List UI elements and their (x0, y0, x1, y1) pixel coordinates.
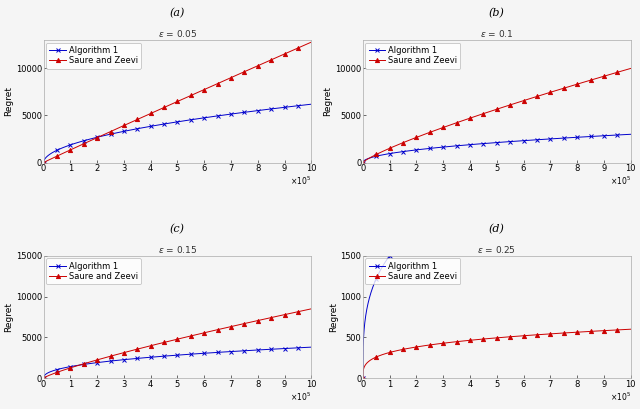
Algorithm 1 (489, 140, 497, 145)
Algorithm 1 (40, 160, 47, 165)
Line: Saure and Zeevi: Saure and Zeevi (42, 40, 314, 164)
Algorithm 1 (627, 131, 634, 136)
Algorithm 1 (170, 120, 177, 125)
Saure and Zeevi (619, 327, 627, 332)
Algorithm 1 (627, 132, 634, 137)
Algorithm 1 (40, 375, 47, 380)
Algorithm 1 (300, 345, 307, 350)
Algorithm 1 (372, 276, 380, 281)
Line: Saure and Zeevi: Saure and Zeevi (42, 307, 314, 380)
Saure and Zeevi (163, 104, 170, 109)
Line: Saure and Zeevi: Saure and Zeevi (361, 66, 633, 164)
Text: $\times 10^5$: $\times 10^5$ (609, 390, 630, 403)
Text: $\times 10^5$: $\times 10^5$ (609, 175, 630, 187)
Saure and Zeevi (307, 306, 315, 311)
Y-axis label: Regret: Regret (323, 86, 332, 117)
Title: $\varepsilon$ = 0.15: $\varepsilon$ = 0.15 (157, 244, 197, 255)
Saure and Zeevi (53, 370, 61, 375)
Algorithm 1 (482, 182, 490, 187)
Saure and Zeevi (482, 336, 490, 341)
Algorithm 1 (300, 103, 307, 108)
Y-axis label: Regret: Regret (329, 302, 338, 332)
Saure and Zeevi (300, 308, 307, 313)
Saure and Zeevi (619, 68, 627, 73)
Algorithm 1 (250, 348, 258, 353)
Algorithm 1 (619, 132, 627, 137)
Algorithm 1 (359, 375, 367, 380)
Saure and Zeevi (40, 160, 47, 165)
Saure and Zeevi (489, 108, 497, 113)
Text: $\times 10^5$: $\times 10^5$ (290, 390, 311, 403)
Algorithm 1 (489, 179, 497, 184)
Saure and Zeevi (250, 319, 258, 324)
Saure and Zeevi (627, 66, 634, 71)
Title: $\varepsilon$ = 0.1: $\varepsilon$ = 0.1 (480, 29, 513, 39)
Saure and Zeevi (482, 110, 490, 115)
Algorithm 1 (619, 132, 627, 137)
Algorithm 1 (170, 353, 177, 358)
Text: (d): (d) (489, 224, 505, 234)
Y-axis label: Regret: Regret (4, 302, 13, 332)
Title: $\varepsilon$ = 0.05: $\varepsilon$ = 0.05 (157, 29, 197, 39)
Saure and Zeevi (170, 337, 177, 342)
Saure and Zeevi (359, 160, 367, 165)
Algorithm 1 (570, 148, 577, 153)
Text: (a): (a) (170, 8, 185, 18)
Text: (b): (b) (489, 8, 505, 18)
Saure and Zeevi (619, 327, 627, 332)
Legend: Algorithm 1, Saure and Zeevi: Algorithm 1, Saure and Zeevi (365, 258, 460, 284)
Legend: Algorithm 1, Saure and Zeevi: Algorithm 1, Saure and Zeevi (46, 258, 141, 284)
Saure and Zeevi (489, 336, 497, 341)
Line: Algorithm 1: Algorithm 1 (361, 132, 633, 380)
Algorithm 1 (482, 141, 490, 146)
Algorithm 1 (307, 345, 315, 350)
Algorithm 1 (300, 345, 307, 350)
Saure and Zeevi (163, 339, 170, 344)
Legend: Algorithm 1, Saure and Zeevi: Algorithm 1, Saure and Zeevi (365, 43, 460, 69)
Saure and Zeevi (40, 375, 47, 380)
Algorithm 1 (53, 367, 61, 372)
Saure and Zeevi (570, 83, 577, 88)
Saure and Zeevi (300, 43, 307, 48)
Saure and Zeevi (372, 152, 380, 157)
Line: Algorithm 1: Algorithm 1 (361, 132, 633, 164)
Algorithm 1 (307, 102, 315, 107)
Text: $\times 10^5$: $\times 10^5$ (290, 175, 311, 187)
Algorithm 1 (619, 133, 627, 138)
Saure and Zeevi (619, 68, 627, 73)
Algorithm 1 (250, 108, 258, 113)
Algorithm 1 (53, 148, 61, 153)
Saure and Zeevi (53, 153, 61, 158)
Saure and Zeevi (300, 308, 307, 313)
Line: Saure and Zeevi: Saure and Zeevi (361, 327, 633, 380)
Algorithm 1 (619, 133, 627, 138)
Saure and Zeevi (627, 327, 634, 332)
Saure and Zeevi (359, 375, 367, 380)
Saure and Zeevi (300, 43, 307, 48)
Saure and Zeevi (170, 101, 177, 106)
Saure and Zeevi (372, 355, 380, 360)
Algorithm 1 (570, 135, 577, 140)
Legend: Algorithm 1, Saure and Zeevi: Algorithm 1, Saure and Zeevi (46, 43, 141, 69)
Saure and Zeevi (307, 40, 315, 45)
Algorithm 1 (300, 103, 307, 108)
Saure and Zeevi (250, 65, 258, 70)
Line: Algorithm 1: Algorithm 1 (42, 345, 314, 380)
Text: (c): (c) (170, 224, 185, 234)
Title: $\varepsilon$ = 0.25: $\varepsilon$ = 0.25 (477, 244, 516, 255)
Line: Algorithm 1: Algorithm 1 (42, 102, 314, 164)
Saure and Zeevi (570, 330, 577, 335)
Y-axis label: Regret: Regret (4, 86, 13, 117)
Algorithm 1 (359, 160, 367, 165)
Algorithm 1 (163, 353, 170, 358)
Algorithm 1 (163, 121, 170, 126)
Algorithm 1 (372, 154, 380, 159)
